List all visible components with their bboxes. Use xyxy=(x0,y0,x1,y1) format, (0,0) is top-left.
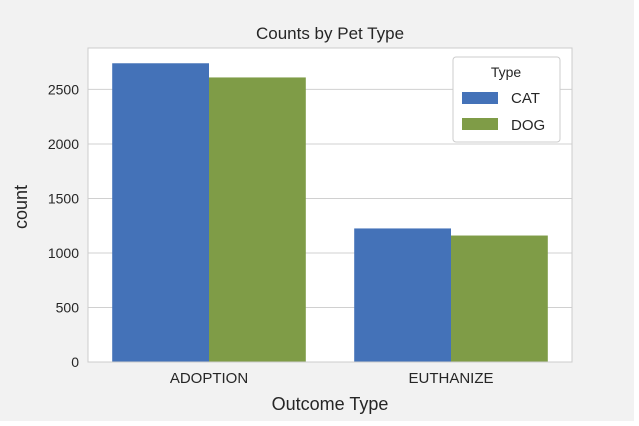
y-tick-label: 2000 xyxy=(48,136,79,152)
legend-swatch-cat xyxy=(462,92,498,104)
bar-dog-euthanize xyxy=(451,235,548,362)
bar-cat-adoption xyxy=(112,63,209,363)
legend: Type CAT DOG xyxy=(452,56,561,143)
legend-title: Type xyxy=(491,64,522,80)
y-tick-label: 1500 xyxy=(48,190,79,206)
y-tick-label: 2500 xyxy=(48,81,79,97)
plot-frame xyxy=(87,47,573,363)
y-tick-labels: 0 500 1000 1500 2000 2500 xyxy=(48,81,79,370)
chart-title: Counts by Pet Type xyxy=(256,24,404,43)
y-axis-label: count xyxy=(11,185,31,229)
legend-label-dog: DOG xyxy=(511,117,545,134)
x-tick-labels: ADOPTION EUTHANIZE xyxy=(170,370,494,387)
y-tick-label: 500 xyxy=(56,299,80,315)
bar-dog-adoption xyxy=(209,77,306,362)
bars xyxy=(112,63,548,363)
bar-cat-euthanize xyxy=(354,228,451,362)
y-tick-label: 0 xyxy=(71,354,79,370)
x-axis-label: Outcome Type xyxy=(272,394,389,414)
x-tick-label: ADOPTION xyxy=(170,370,248,387)
legend-label-cat: CAT xyxy=(511,90,540,107)
x-tick-label: EUTHANIZE xyxy=(408,370,493,387)
y-tick-label: 1000 xyxy=(48,245,79,261)
legend-swatch-dog xyxy=(462,118,498,130)
